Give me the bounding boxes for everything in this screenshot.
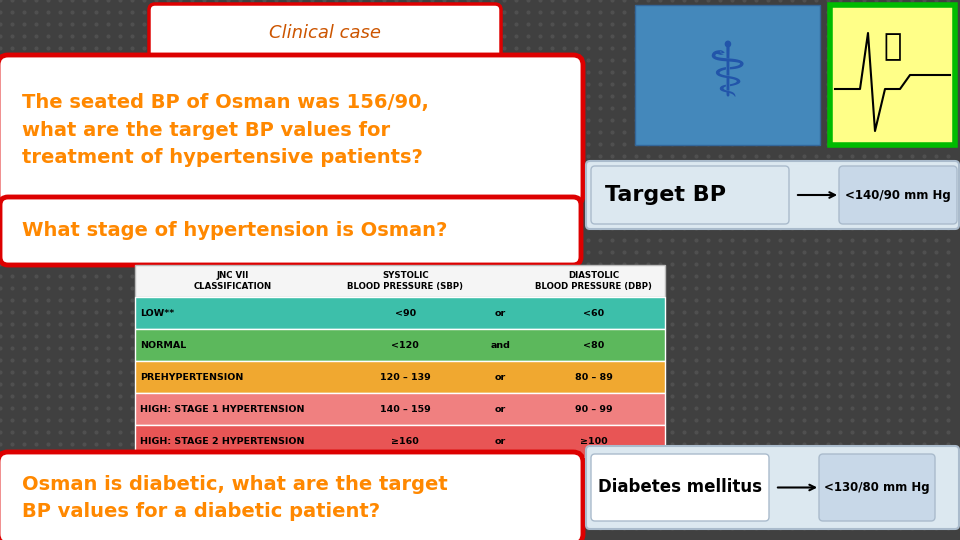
FancyBboxPatch shape bbox=[586, 446, 959, 529]
FancyBboxPatch shape bbox=[839, 166, 957, 224]
Text: HIGH: STAGE 1 HYPERTENSION: HIGH: STAGE 1 HYPERTENSION bbox=[140, 404, 304, 414]
Text: 90 – 99: 90 – 99 bbox=[575, 404, 612, 414]
Text: or: or bbox=[495, 436, 506, 446]
Text: 120 – 139: 120 – 139 bbox=[380, 373, 431, 381]
Text: The seated BP of Osman was 156/90,
what are the target BP values for
treatment o: The seated BP of Osman was 156/90, what … bbox=[22, 93, 429, 167]
Text: Osman is diabetic, what are the target
BP values for a diabetic patient?: Osman is diabetic, what are the target B… bbox=[22, 475, 447, 521]
Text: <60: <60 bbox=[583, 308, 604, 318]
FancyBboxPatch shape bbox=[830, 5, 955, 145]
FancyBboxPatch shape bbox=[135, 361, 665, 393]
Text: Target BP: Target BP bbox=[605, 185, 726, 205]
Text: NORMAL: NORMAL bbox=[140, 341, 186, 349]
Text: <90: <90 bbox=[395, 308, 416, 318]
Text: Diabetes mellitus: Diabetes mellitus bbox=[598, 478, 762, 496]
Text: LOW**: LOW** bbox=[140, 308, 175, 318]
Text: or: or bbox=[495, 373, 506, 381]
Text: and: and bbox=[491, 341, 511, 349]
Text: HIGH: STAGE 2 HYPERTENSION: HIGH: STAGE 2 HYPERTENSION bbox=[140, 436, 304, 446]
FancyBboxPatch shape bbox=[135, 393, 665, 425]
FancyBboxPatch shape bbox=[586, 161, 959, 229]
Text: What stage of hypertension is Osman?: What stage of hypertension is Osman? bbox=[22, 221, 447, 240]
FancyBboxPatch shape bbox=[135, 329, 665, 361]
Text: <80: <80 bbox=[583, 341, 604, 349]
FancyBboxPatch shape bbox=[149, 4, 501, 61]
FancyBboxPatch shape bbox=[0, 197, 581, 265]
Text: 80 – 89: 80 – 89 bbox=[574, 373, 612, 381]
FancyBboxPatch shape bbox=[591, 166, 789, 224]
Text: 140 – 159: 140 – 159 bbox=[380, 404, 431, 414]
Text: ≥100: ≥100 bbox=[580, 436, 608, 446]
Text: DIASTOLIC
BLOOD PRESSURE (DBP): DIASTOLIC BLOOD PRESSURE (DBP) bbox=[535, 271, 652, 291]
Text: 🫀: 🫀 bbox=[883, 32, 901, 62]
FancyBboxPatch shape bbox=[819, 454, 935, 521]
Text: or: or bbox=[495, 404, 506, 414]
Text: <140/90 mm Hg: <140/90 mm Hg bbox=[845, 188, 950, 201]
Text: ≥160: ≥160 bbox=[392, 436, 420, 446]
FancyBboxPatch shape bbox=[0, 452, 583, 540]
Text: JNC VII
CLASSIFICATION: JNC VII CLASSIFICATION bbox=[194, 271, 272, 291]
FancyBboxPatch shape bbox=[635, 5, 820, 145]
Text: Clinical case: Clinical case bbox=[269, 24, 381, 42]
Text: or: or bbox=[495, 308, 506, 318]
Text: <120: <120 bbox=[392, 341, 420, 349]
FancyBboxPatch shape bbox=[135, 265, 665, 297]
FancyBboxPatch shape bbox=[135, 297, 665, 329]
FancyBboxPatch shape bbox=[0, 55, 583, 205]
FancyBboxPatch shape bbox=[135, 425, 665, 457]
FancyBboxPatch shape bbox=[591, 454, 769, 521]
Text: SYSTOLIC
BLOOD PRESSURE (SBP): SYSTOLIC BLOOD PRESSURE (SBP) bbox=[348, 271, 464, 291]
Text: ⚕: ⚕ bbox=[707, 38, 748, 112]
Text: <130/80 mm Hg: <130/80 mm Hg bbox=[825, 481, 930, 494]
Text: PREHYPERTENSION: PREHYPERTENSION bbox=[140, 373, 244, 381]
